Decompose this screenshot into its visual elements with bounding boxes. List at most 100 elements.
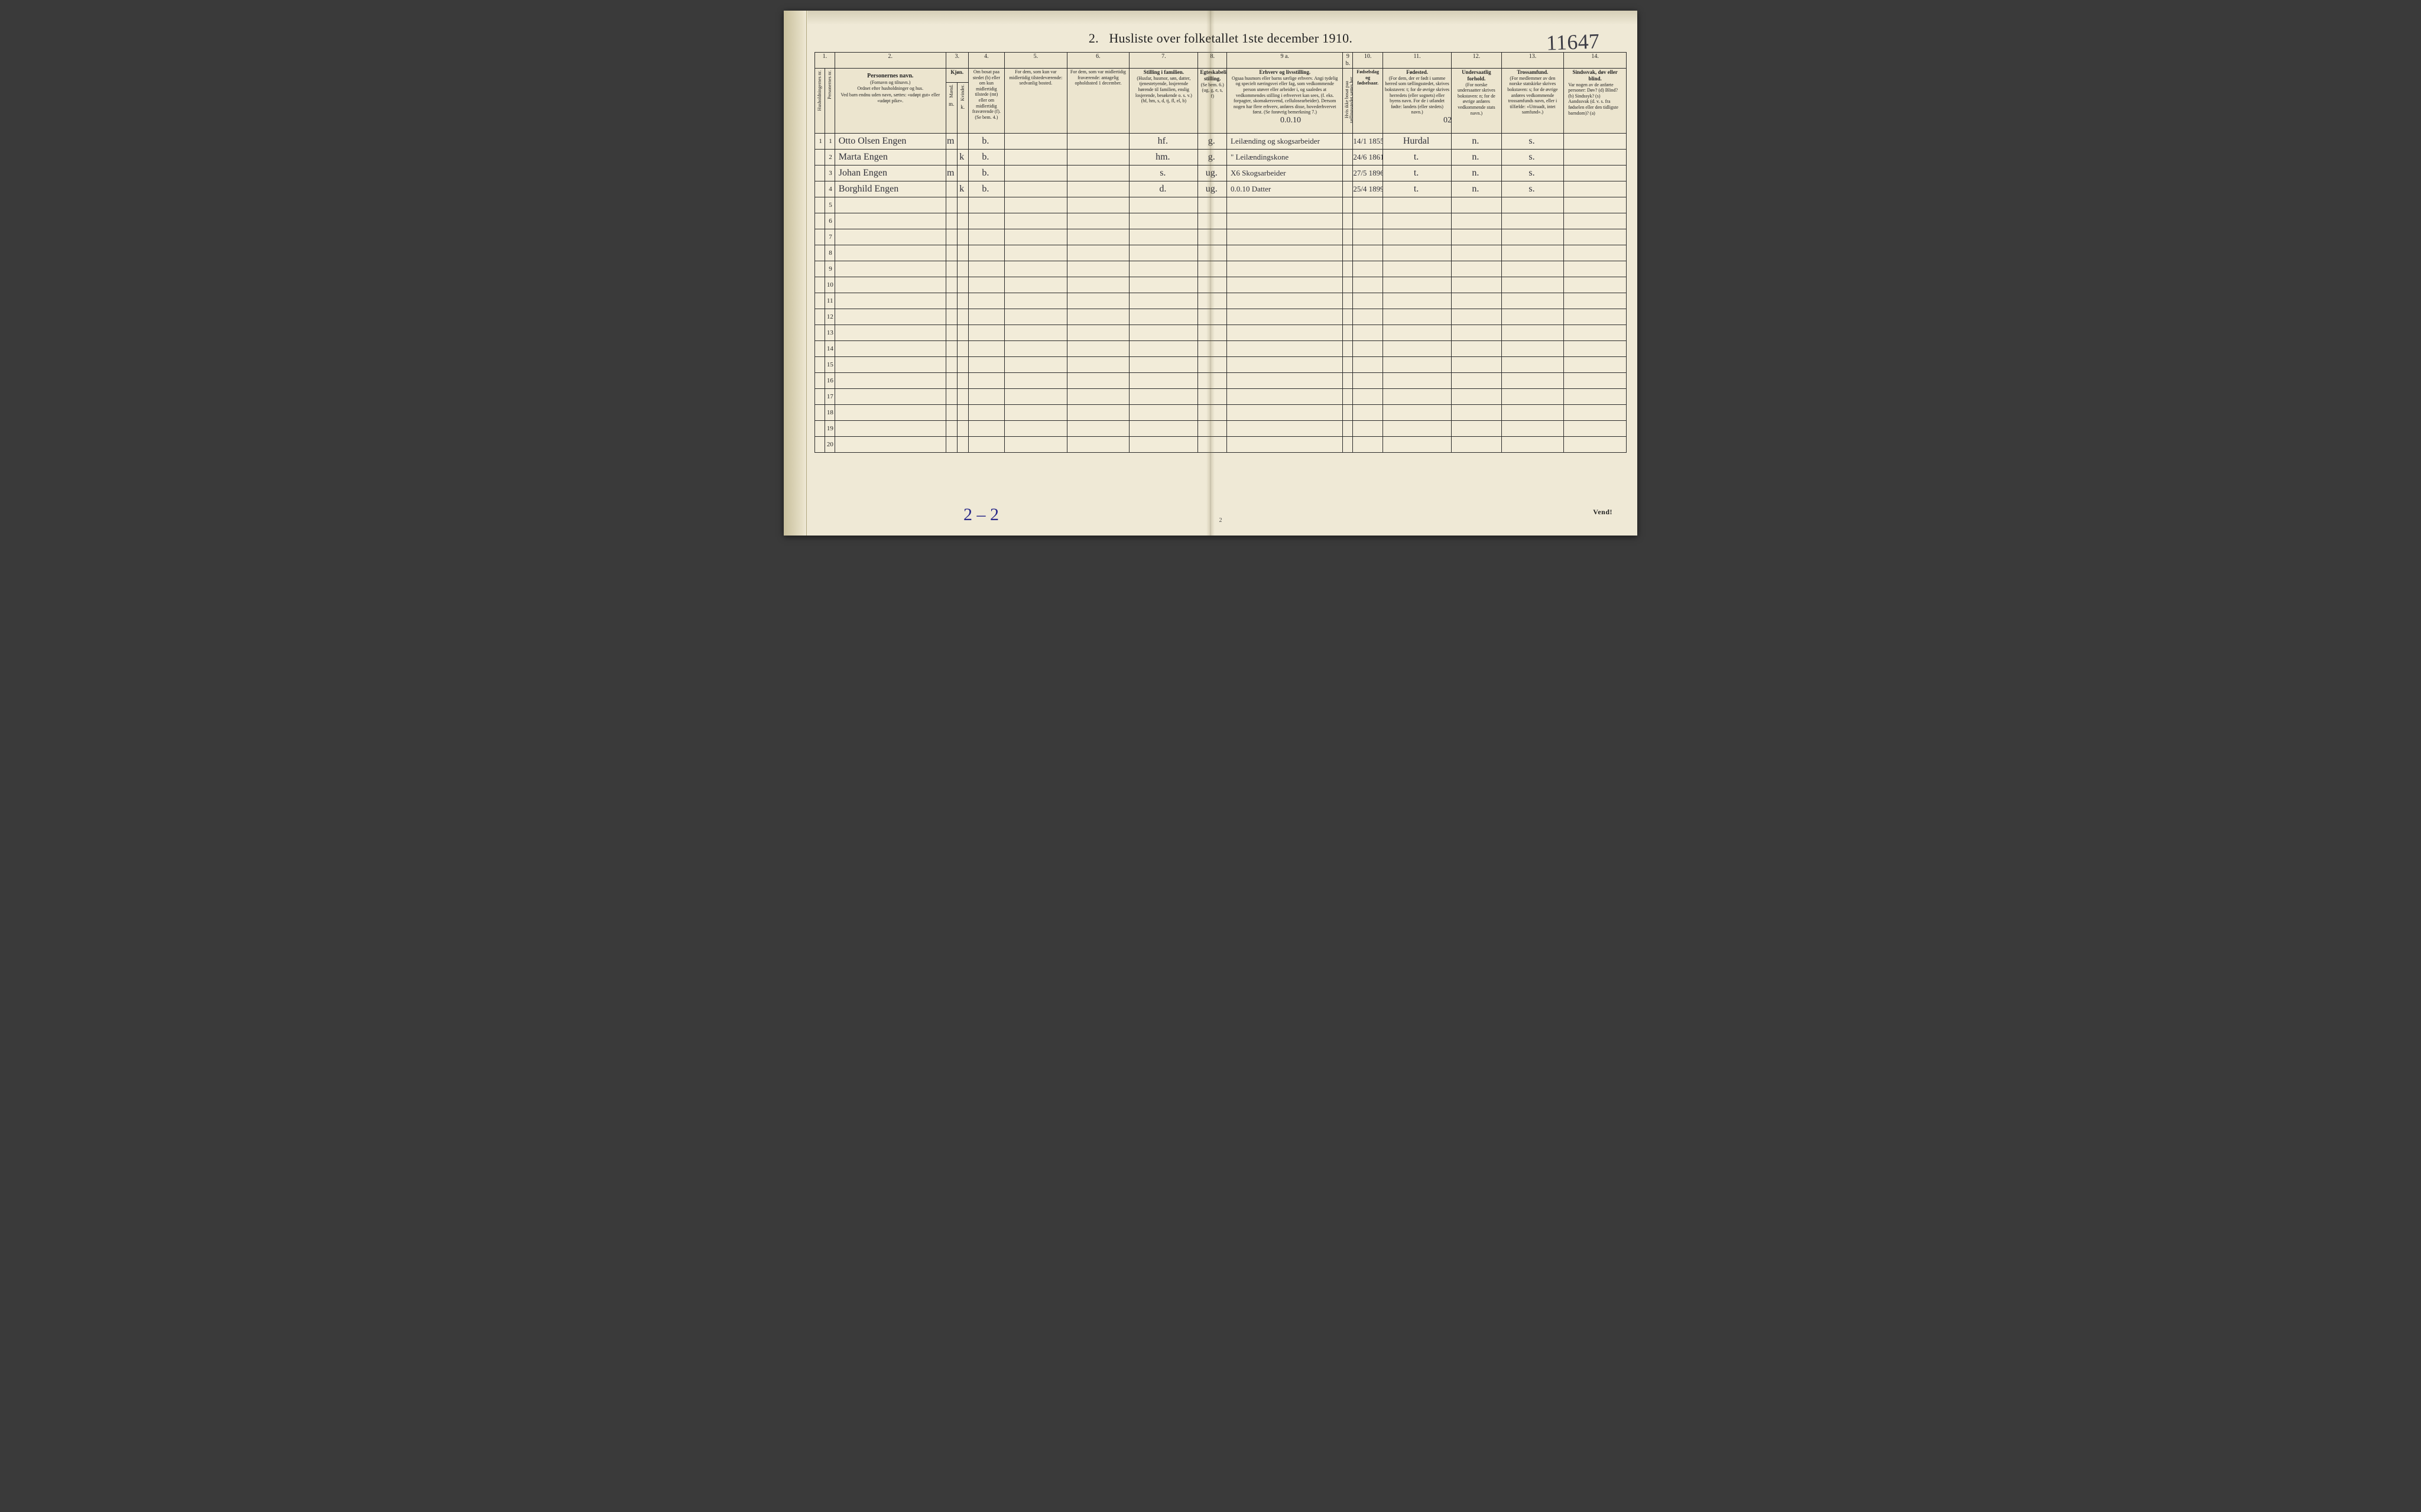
cell-empty [946,325,957,340]
cell-empty [957,277,968,293]
hdr-4: Om bosat paa stedet (b) eller om kun mid… [968,69,1004,134]
cell-empty [1198,420,1227,436]
section-number: 2. [1089,31,1099,46]
cell-empty [1067,213,1130,229]
cell-pnr: 11 [825,293,835,309]
cell-empty [957,309,968,325]
cell-empty [1005,404,1067,420]
cell-empty [1130,197,1198,213]
cell-empty [1067,420,1130,436]
cell-empty [1564,277,1627,293]
cell-empty [1198,356,1227,372]
census-table: 1. 2. 3. 4. 5. 6. 7. 8. 9 a. 9 b. 10. 11… [814,52,1627,453]
cell-empty [1452,293,1501,309]
cell-stilling: hf. [1130,133,1198,149]
cell-empty [968,388,1004,404]
cell-empty [968,436,1004,452]
cell-pnr: 5 [825,197,835,213]
footer-vend: Vend! [1593,508,1612,517]
cell-empty [1226,277,1342,293]
cell-empty [957,340,968,356]
cell-14 [1564,165,1627,181]
document-title: Husliste over folketallet 1ste december … [1109,31,1352,46]
cell-empty [946,340,957,356]
cell-empty [957,356,968,372]
cell-empty [1067,277,1130,293]
cell-hnr [815,404,825,420]
cell-empty [835,388,946,404]
cell-bosat: b. [968,133,1004,149]
cell-stilling: d. [1130,181,1198,197]
cell-empty [1226,213,1342,229]
cell-empty [835,293,946,309]
table-row: 4Borghild Engenkb.d.ug.0.0.10 Datter25/4… [815,181,1627,197]
cell-pnr: 10 [825,277,835,293]
cell-erhverv: X6 Skogsarbeider [1226,165,1342,181]
cell-empty [1343,340,1353,356]
cell-empty [1198,293,1227,309]
cell-empty [1501,372,1564,388]
cell-empty [1564,404,1627,420]
cell-empty [835,213,946,229]
cell-empty [1501,404,1564,420]
cell-5 [1005,133,1067,149]
cell-name: Johan Engen [835,165,946,181]
cell-egte: ug. [1198,165,1227,181]
cell-empty [835,277,946,293]
cell-empty [1564,340,1627,356]
colno-7: 7. [1130,53,1198,69]
cell-empty [1353,404,1383,420]
cell-empty [968,325,1004,340]
cell-empty [1501,340,1564,356]
cell-stilling: s. [1130,165,1198,181]
cell-empty [1130,420,1198,436]
cell-empty [1130,372,1198,388]
hdr-pers-nr: Personernes nr. [825,69,835,134]
hdr-5: For dem, som kun var midlertidig tilsted… [1005,69,1067,134]
cell-empty [1198,436,1227,452]
cell-empty [1564,372,1627,388]
hdr-11: Fødested. (For dem, der er født i samme … [1383,69,1452,134]
cell-empty [835,356,946,372]
cell-empty [1130,340,1198,356]
cell-empty [957,325,968,340]
cell-empty [1005,261,1067,277]
cell-erhverv: " Leilændingskone [1226,149,1342,165]
cell-empty [968,404,1004,420]
cell-empty [1067,404,1130,420]
cell-empty [1501,197,1564,213]
cell-empty [946,372,957,388]
cell-empty [1198,340,1227,356]
cell-empty [946,229,957,245]
cell-empty [968,261,1004,277]
cell-empty [946,356,957,372]
cell-empty [1501,261,1564,277]
table-row-empty: 19 [815,420,1627,436]
cell-empty [835,340,946,356]
cell-empty [1343,372,1353,388]
cell-empty [1501,293,1564,309]
cell-empty [1067,261,1130,277]
cell-empty [1226,197,1342,213]
cell-empty [1005,436,1067,452]
colno-5: 5. [1005,53,1067,69]
cell-empty [1343,388,1353,404]
table-row-empty: 15 [815,356,1627,372]
cell-empty [1130,293,1198,309]
cell-empty [1383,388,1452,404]
content-area: 2. Husliste over folketallet 1ste decemb… [814,31,1627,528]
cell-pnr: 3 [825,165,835,181]
cell-empty [946,245,957,261]
hdr-name: Personernes navn. (Fornavn og tilnavn.) … [835,69,946,134]
cell-empty [1067,309,1130,325]
cell-hnr [815,229,825,245]
cell-empty [1343,245,1353,261]
cell-empty [1130,356,1198,372]
cell-empty [1226,404,1342,420]
cell-pnr: 13 [825,325,835,340]
cell-empty [1501,436,1564,452]
cell-empty [835,404,946,420]
cell-empty [1130,404,1198,420]
cell-5 [1005,165,1067,181]
table-row-empty: 6 [815,213,1627,229]
